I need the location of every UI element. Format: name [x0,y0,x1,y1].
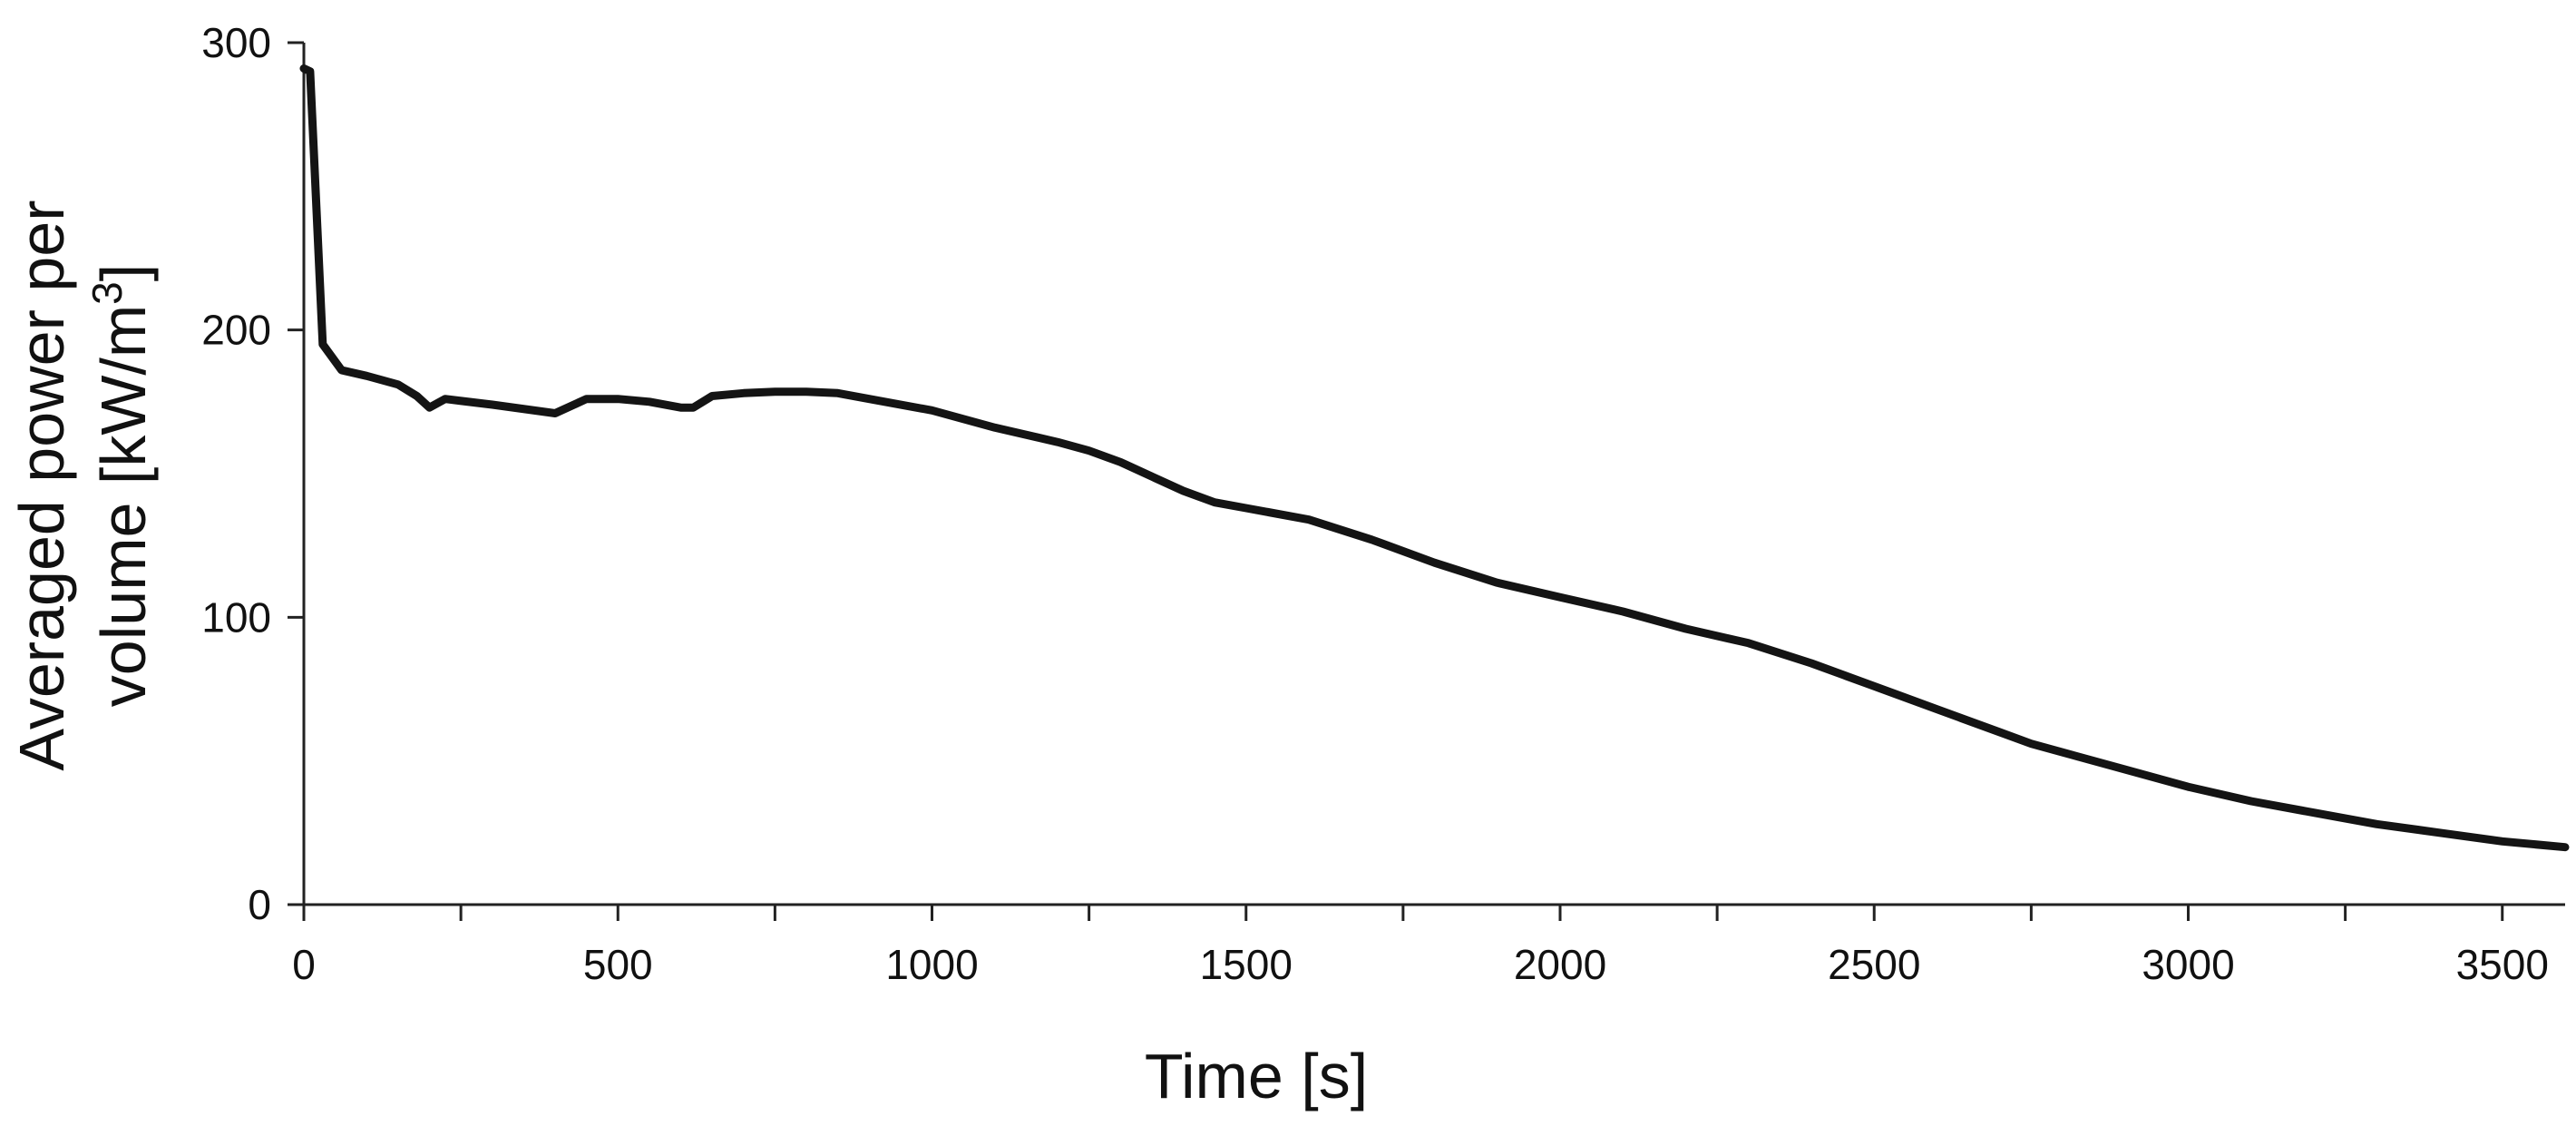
y-tick-label: 0 [248,881,271,928]
axes [302,43,2565,906]
x-tick-label: 2000 [1514,941,1606,988]
x-tick-label: 0 [292,941,316,988]
y-axis-title-line2: volume [kW/m3] [83,264,159,707]
series-line [299,64,2570,852]
x-tick-label: 3500 [2456,941,2549,988]
y-tick-label: 300 [201,19,271,66]
y-axis-title-line2-prefix: volume [kW/m [88,305,159,707]
x-tick-label: 2500 [1828,941,1920,988]
x-tick-label: 3000 [2142,941,2234,988]
y-axis-title: Averaged power per volume [kW/m3] [6,200,159,770]
x-axis-title: Time [s] [1145,1041,1368,1111]
x-tick-label: 1000 [885,941,978,988]
x-tick-label: 500 [583,941,653,988]
y-axis-title-line1: Averaged power per [6,200,77,770]
tick-marks [288,41,2504,921]
y-axis-title-superscript: 3 [83,281,131,305]
x-tick-label: 1500 [1200,941,1293,988]
y-tick-label: 200 [201,307,271,354]
tick-labels: 0 500 1000 1500 2000 2500 3000 3500 0 100 200 300 [201,19,2549,988]
y-axis-title-line2-suffix: ] [88,264,159,281]
y-tick-label: 100 [201,593,271,641]
